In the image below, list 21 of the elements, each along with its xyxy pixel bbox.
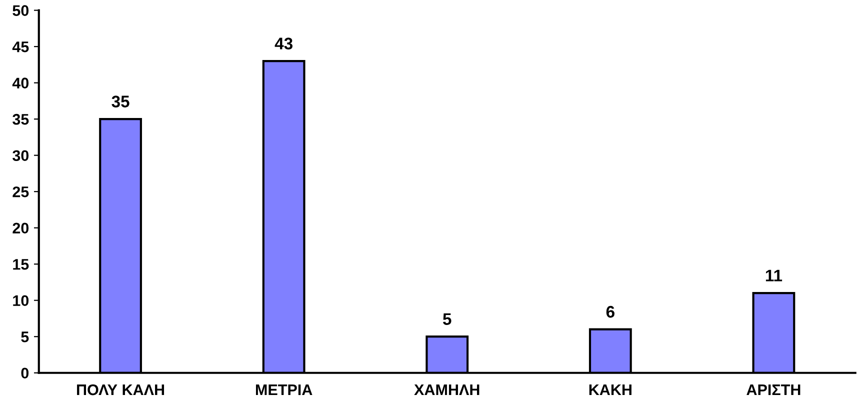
data-label: 11	[766, 270, 782, 282]
data-label: 6	[606, 306, 614, 318]
y-tick-label: 35	[12, 114, 29, 125]
y-tick-label: 0	[21, 368, 29, 379]
y-tick-label: 15	[13, 259, 29, 270]
x-tick-label: ΜΕΤΡΙΑ	[256, 384, 312, 396]
y-tick-label: 10	[13, 295, 29, 306]
x-tick-label: ΑΡΙΣΤΗ	[746, 384, 800, 396]
x-tick-label: ΠΟΛΥ ΚΑΛΗ	[77, 384, 164, 396]
data-label: 35	[112, 96, 130, 108]
y-tick-label: 40	[12, 78, 29, 88]
y-tick-label: 25	[12, 186, 29, 198]
y-tick-label: 30	[12, 150, 29, 162]
y-tick-label: 50	[12, 5, 29, 16]
data-label: 5	[443, 313, 452, 325]
data-label: 43	[274, 38, 292, 50]
y-tick-label: 20	[12, 222, 29, 234]
x-tick-label: ΧΑΜΗΛΗ	[414, 384, 480, 396]
x-tick-label: ΚΑΚΗ	[589, 384, 632, 396]
y-tick-label: 45	[12, 42, 29, 52]
y-tick-label: 5	[21, 332, 29, 342]
